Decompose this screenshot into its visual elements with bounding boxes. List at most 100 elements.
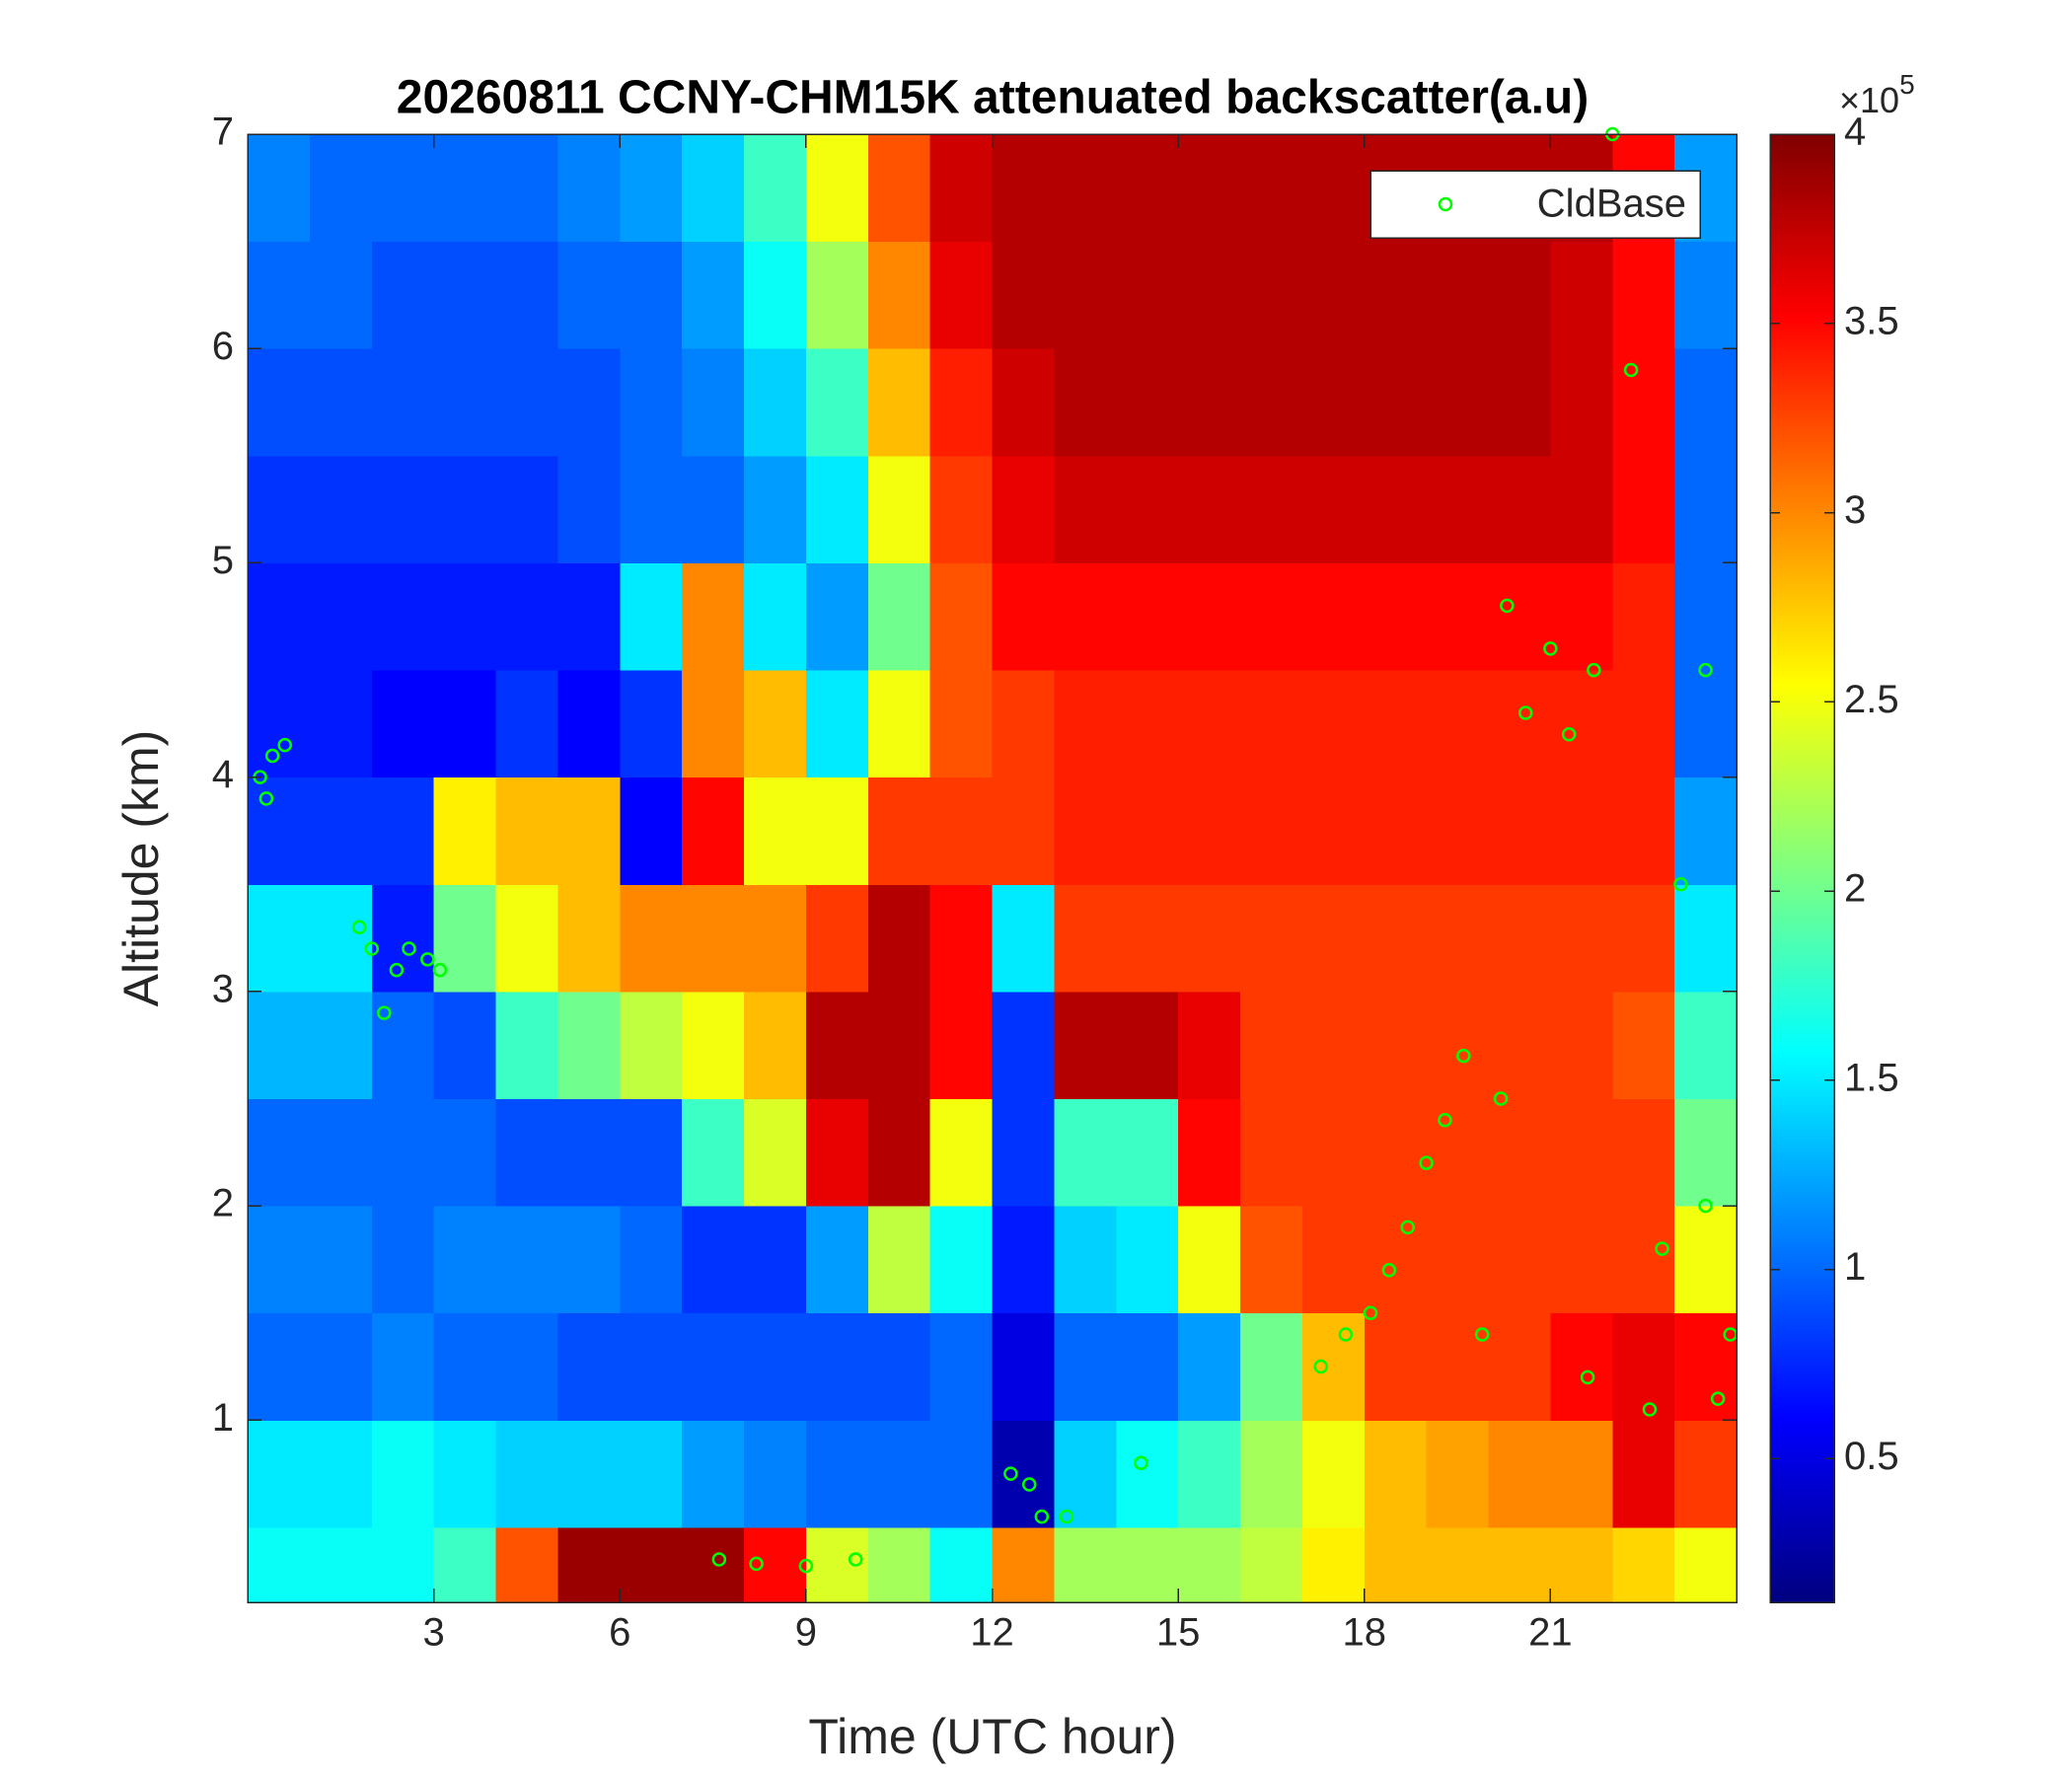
heatmap-cell [620, 1420, 683, 1528]
colorbar-tick-label: 3.5 [1844, 299, 1899, 342]
x-tick-label: 6 [609, 1611, 630, 1655]
heatmap-cell [1426, 991, 1489, 1100]
cloud-base-point [1419, 1155, 1434, 1170]
heatmap-cell [557, 777, 621, 885]
cloud-base-point [420, 952, 435, 967]
heatmap-cell [557, 1526, 621, 1603]
y-tick-label: 5 [212, 539, 234, 582]
heatmap-cell [1426, 455, 1489, 563]
heatmap-cell [1178, 455, 1241, 563]
heatmap-cell [1178, 1098, 1241, 1207]
heatmap-cell [495, 348, 558, 457]
heatmap-cell [309, 134, 373, 243]
heatmap-cell [1178, 777, 1241, 885]
heatmap-cell [371, 455, 435, 563]
heatmap-cell [1488, 1420, 1551, 1528]
heatmap-cell [433, 777, 496, 885]
colorbar-multiplier-exponent: 5 [1899, 69, 1915, 100]
heatmap-cell [929, 562, 993, 671]
heatmap-cell [371, 777, 435, 885]
y-axis-label: Altitude (km) [113, 730, 169, 1007]
heatmap-cell [992, 884, 1055, 993]
heatmap-cell [371, 1420, 435, 1528]
colorbar-tick-label: 0.5 [1844, 1435, 1899, 1478]
heatmap-cell [1240, 241, 1303, 349]
heatmap-cell [1674, 1206, 1738, 1314]
heatmap-cell [557, 1206, 621, 1314]
heatmap-cell [805, 562, 869, 671]
heatmap-cell [248, 1526, 311, 1603]
cloud-base-point [277, 737, 292, 753]
heatmap-cell [1301, 134, 1366, 243]
heatmap-cell [1488, 1098, 1551, 1207]
heatmap-cell [1612, 1206, 1675, 1314]
heatmap-cell [1426, 777, 1489, 885]
heatmap-cell [867, 884, 931, 993]
heatmap-cell [682, 991, 745, 1100]
heatmap-cell [495, 777, 558, 885]
heatmap-cell [744, 562, 807, 671]
heatmap-cell [433, 1098, 496, 1207]
cloud-base-point [402, 941, 416, 956]
x-tick-label: 18 [1343, 1611, 1387, 1655]
cloud-base-point [1363, 1305, 1378, 1320]
heatmap-cell [309, 1526, 373, 1603]
cloud-base-point [1456, 1048, 1471, 1064]
heatmap-cell [1674, 1098, 1738, 1207]
heatmap-cell [1550, 1206, 1613, 1314]
legend-marker [1438, 196, 1453, 212]
heatmap-cell [620, 1098, 683, 1207]
heatmap-cell [1426, 562, 1489, 671]
cloud-base-point [749, 1556, 764, 1572]
heatmap-cell [309, 777, 373, 885]
heatmap-cell [557, 134, 621, 243]
cloud-base-point [1655, 1241, 1669, 1256]
heatmap-cell [805, 348, 869, 457]
heatmap-cell [1612, 1098, 1675, 1207]
heatmap-cell [495, 991, 558, 1100]
heatmap-cell [1116, 1206, 1179, 1314]
heatmap-cell [744, 134, 807, 243]
heatmap-cell [1178, 562, 1241, 671]
cloud-base-point [1517, 705, 1533, 720]
heatmap-cell [309, 348, 373, 457]
heatmap-cell [1488, 884, 1551, 993]
heatmap-cell [1178, 991, 1241, 1100]
heatmap-cell [992, 562, 1055, 671]
heatmap-cell [744, 1206, 807, 1314]
cloud-base-point [1438, 1112, 1452, 1128]
heatmap-cell [682, 1312, 745, 1421]
heatmap-cell [1364, 348, 1428, 457]
heatmap-cell [1364, 1206, 1428, 1314]
heatmap-cell [867, 670, 931, 778]
heatmap-cell [1240, 1206, 1303, 1314]
heatmap-cell [805, 241, 869, 349]
heatmap-cell [682, 884, 745, 993]
cloud-base-point [1003, 1466, 1018, 1481]
heatmap-cell [1240, 348, 1303, 457]
heatmap-cell [992, 455, 1055, 563]
heatmap-cell [620, 1312, 683, 1421]
heatmap-cell [867, 455, 931, 563]
heatmap-cell [433, 241, 496, 349]
heatmap-cell [1054, 134, 1117, 243]
heatmap-cell [1301, 884, 1366, 993]
heatmap-cell [744, 884, 807, 993]
heatmap-cell [929, 1420, 993, 1528]
heatmap-cell [1054, 777, 1117, 885]
heatmap-cell [557, 562, 621, 671]
heatmap-cell [1364, 1312, 1428, 1421]
heatmap-cell [1240, 670, 1303, 778]
cloud-base-point [1134, 1455, 1148, 1471]
heatmap-cell [1364, 562, 1428, 671]
heatmap-cell [248, 455, 311, 563]
heatmap-cell [1301, 1420, 1366, 1528]
heatmap-cell [1301, 562, 1366, 671]
heatmap-cell [867, 1206, 931, 1314]
cloud-base-point [711, 1552, 727, 1567]
heatmap-cell [1178, 241, 1241, 349]
heatmap-cell [495, 1420, 558, 1528]
heatmap-cell [309, 1098, 373, 1207]
heatmap-cell [1301, 241, 1366, 349]
heatmap-cell [1674, 455, 1738, 563]
